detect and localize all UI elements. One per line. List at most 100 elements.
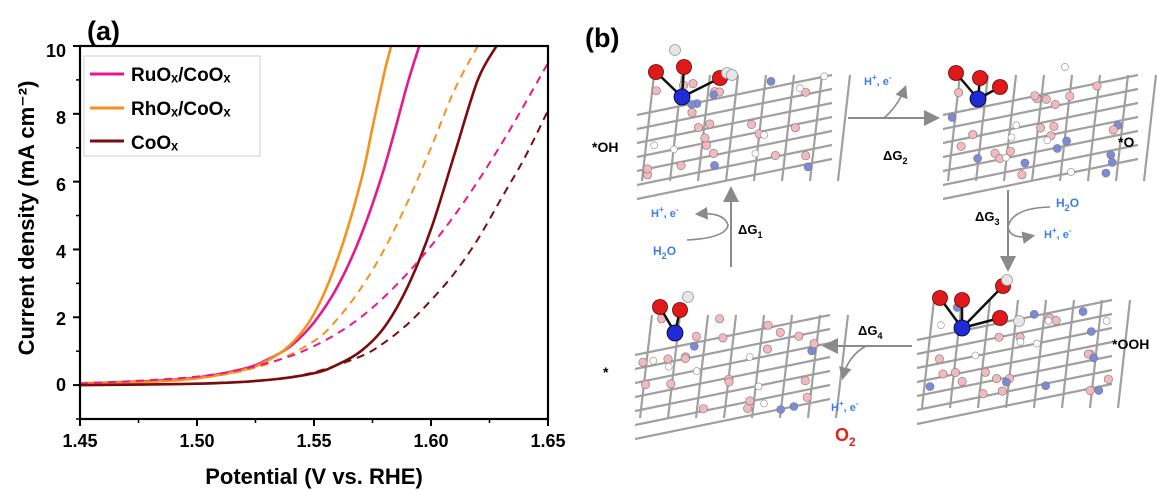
lattice-atom-h: [1102, 317, 1111, 325]
lattice-atom-o: [688, 79, 698, 89]
lattice-atom-co: [709, 90, 718, 100]
lattice-atom-o: [957, 376, 967, 386]
adsorbate-h-atom: [726, 69, 738, 81]
lattice-atom-co: [1041, 381, 1050, 390]
lattice-atom-h: [1007, 133, 1016, 142]
lattice-atom-o: [956, 141, 966, 151]
lattice-atom-o: [954, 88, 964, 98]
lattice-atom-o: [1108, 125, 1118, 135]
lattice-atom-co: [1108, 158, 1117, 167]
lattice-atom-o: [794, 331, 804, 341]
lattice-atom-h: [745, 353, 754, 361]
lattice-atom-o: [680, 353, 690, 363]
x-tick-label: 1.60: [413, 431, 448, 451]
lattice-atom-o: [801, 151, 811, 161]
adsorbate-o-atom: [972, 70, 988, 86]
lattice-atom-o: [743, 404, 753, 414]
lattice-atom-o: [790, 123, 800, 133]
lattice-atom-h: [971, 351, 980, 360]
lattice-atom-h: [1043, 136, 1052, 145]
lattice-atom-co: [1029, 309, 1039, 319]
lattice-atom-h: [937, 321, 945, 330]
side-arrow-step-1: [686, 206, 729, 241]
legend: RuOₓ/CoOₓ RhOₓ/CoOₓ CoOₓ: [83, 55, 261, 157]
lattice-atom-o: [934, 354, 944, 364]
lattice-atom-o: [705, 119, 715, 129]
species-h2o-step-3: H2O: [1056, 196, 1079, 213]
y-axis-label: Current density (mA cm⁻²): [14, 81, 39, 356]
lattice-atom-o: [715, 314, 725, 324]
species-hplus-e-step-2: H+, e-: [864, 73, 892, 88]
lattice-atom-h: [1067, 168, 1075, 176]
x-tick-label: 1.50: [179, 431, 214, 451]
adsorbate-o-atom: [992, 310, 1008, 326]
lattice-atom-h: [664, 362, 673, 371]
series-line-4-dashed: [80, 62, 548, 385]
state-label-star: *: [603, 364, 609, 380]
lattice-atom-o: [992, 374, 1002, 384]
lattice-atom-o: [687, 108, 697, 118]
structure-o-intermediate: [942, 63, 1157, 201]
lattice-atom-o: [1017, 170, 1027, 180]
lattice-atom-h: [650, 141, 659, 150]
active-site-co-atom: [673, 88, 691, 106]
lattice-atom-o: [980, 367, 990, 377]
lattice-atom-h: [649, 357, 658, 365]
x-tick-label: 1.65: [530, 431, 565, 451]
series-line-2: [80, 46, 498, 387]
lattice-atom-co: [1087, 327, 1096, 336]
lattice-atom-co: [803, 162, 813, 172]
lattice-atom-o: [763, 320, 773, 330]
adsorbate-o-atom: [648, 64, 664, 80]
lattice-atom-h: [1061, 63, 1069, 71]
lattice-atom-h: [1012, 121, 1020, 130]
series-line-1: [80, 46, 393, 385]
tick-labels: 1.45 1.50 1.55 1.60 1.65 0 2 4 6 8 10: [46, 41, 566, 451]
lattice-atom-o: [702, 140, 712, 150]
legend-entry-ruox-coox: RuOₓ/CoOₓ: [131, 65, 230, 86]
state-label-oh: *OH: [592, 139, 618, 155]
lattice-atom-o: [950, 368, 960, 378]
lattice-atom-h: [760, 399, 768, 408]
dg1-label: ΔG1: [738, 222, 762, 240]
y-tick-label: 0: [56, 375, 66, 395]
lattice-atom-o: [643, 164, 652, 174]
x-tick-label: 1.45: [62, 431, 97, 451]
side-arrow-step-2: [883, 85, 908, 119]
lattice-atom-h: [796, 84, 804, 93]
lattice-atom-h: [754, 382, 763, 391]
lattice-atom-co: [789, 402, 799, 411]
dg4-label: ΔG4: [858, 323, 882, 341]
adsorbate-o-atom: [992, 79, 1008, 95]
panel-b-label: (b): [585, 23, 619, 53]
lattice-atom-o: [978, 389, 988, 399]
adsorbate-o-atom: [672, 302, 688, 318]
structure-ooh-intermediate: [916, 274, 1132, 426]
adsorbate-h-atom: [1001, 274, 1013, 286]
adsorbate-o-atom: [676, 59, 692, 75]
lattice-atom-co: [947, 113, 957, 122]
lattice-atom-o: [747, 120, 757, 130]
lattice-atom-o: [1005, 146, 1015, 156]
y-tick-label: 2: [56, 309, 66, 329]
lattice-atom-co: [1020, 158, 1030, 168]
lattice-atom-co: [1002, 377, 1011, 387]
dg3-label: ΔG3: [975, 209, 999, 227]
lattice-atom-h: [1033, 339, 1041, 348]
lattice-atom-h: [751, 149, 760, 158]
lattice-atom-o: [1036, 123, 1046, 133]
lattice-atom-o: [1049, 121, 1059, 131]
lattice-atom-co: [1078, 307, 1088, 316]
lattice-atom-o: [938, 369, 948, 379]
legend-entry-rhox-coox: RhOₓ/CoOₓ: [131, 99, 230, 120]
lattice-atom-co: [1106, 150, 1116, 160]
lattice-atom-o: [1065, 91, 1075, 101]
lattice-atom-h: [1002, 153, 1010, 162]
lattice-atom-co: [1101, 168, 1111, 178]
active-site-co-atom: [666, 324, 684, 342]
lattice-atom-o: [663, 354, 673, 364]
lattice-atom-o: [800, 376, 810, 386]
lattice-atom-o: [709, 148, 719, 158]
lattice-atom-o: [801, 87, 811, 97]
lattice-atom-o: [968, 130, 978, 140]
